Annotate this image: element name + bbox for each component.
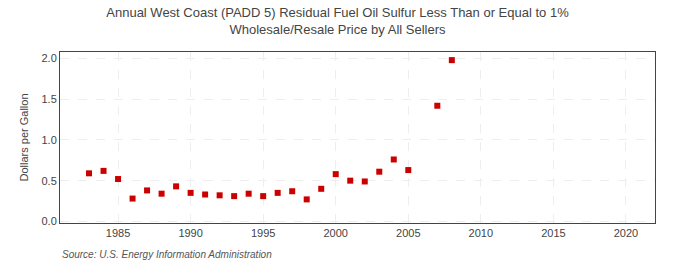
svg-text:0.5: 0.5 — [42, 175, 57, 187]
svg-text:2.0: 2.0 — [42, 52, 57, 64]
svg-text:2010: 2010 — [469, 227, 493, 239]
svg-text:1.0: 1.0 — [42, 134, 57, 146]
svg-text:2020: 2020 — [614, 227, 638, 239]
svg-text:1995: 1995 — [251, 227, 275, 239]
svg-text:0.0: 0.0 — [42, 215, 57, 227]
svg-text:Dollars per Gallon: Dollars per Gallon — [18, 93, 30, 181]
svg-text:Annual West Coast (PADD 5) Res: Annual West Coast (PADD 5) Residual Fuel… — [106, 5, 569, 37]
svg-text:2000: 2000 — [323, 227, 347, 239]
svg-text:Source: U.S. Energy Informatio: Source: U.S. Energy Information Administ… — [62, 249, 272, 260]
svg-text:1990: 1990 — [178, 227, 202, 239]
svg-text:1.5: 1.5 — [42, 93, 57, 105]
svg-text:1985: 1985 — [106, 227, 130, 239]
svg-text:2005: 2005 — [396, 227, 420, 239]
svg-text:2015: 2015 — [541, 227, 565, 239]
